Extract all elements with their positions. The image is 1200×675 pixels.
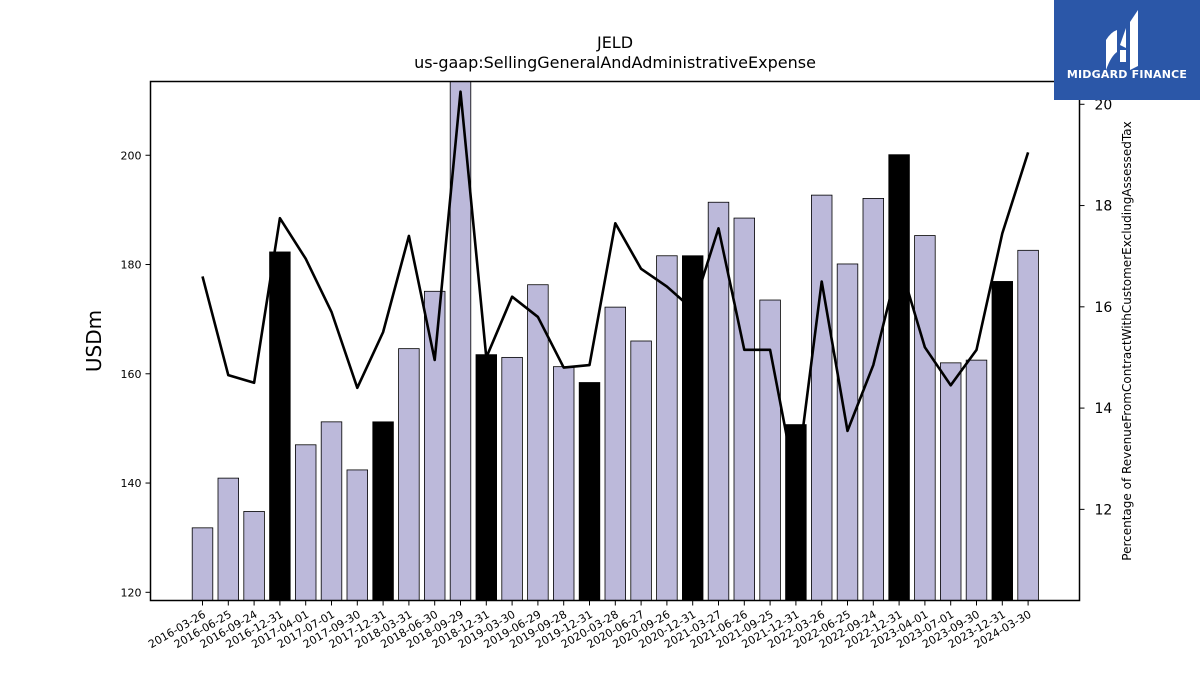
bar bbox=[656, 255, 678, 601]
bar bbox=[965, 359, 988, 601]
logo-text: MIDGARD FINANCE bbox=[1066, 68, 1188, 81]
bar bbox=[914, 235, 936, 601]
bar-highlighted bbox=[475, 354, 498, 601]
bar-series bbox=[191, 81, 1039, 601]
midgard-m-logo-icon bbox=[1106, 10, 1138, 70]
bar-highlighted bbox=[578, 382, 601, 601]
y2-axis-label: Percentage of RevenueFromContractWithCus… bbox=[1120, 121, 1134, 560]
line-path bbox=[201, 90, 1030, 486]
y2-tick-label: 14 bbox=[1095, 401, 1113, 417]
bar bbox=[346, 469, 369, 601]
bar-highlighted bbox=[372, 421, 394, 601]
bar bbox=[553, 366, 575, 601]
y-tick-label: 180 bbox=[121, 259, 142, 272]
y-tick-label: 200 bbox=[121, 149, 142, 162]
bar bbox=[604, 306, 627, 601]
y2-tick-label: 20 bbox=[1095, 97, 1113, 113]
bar bbox=[398, 348, 420, 601]
bar bbox=[423, 290, 446, 601]
y-tick-label: 160 bbox=[121, 368, 142, 381]
bar bbox=[243, 511, 265, 601]
y-tick-label: 140 bbox=[121, 477, 142, 490]
bar bbox=[294, 444, 317, 601]
y-axis-label: USDm bbox=[82, 310, 106, 372]
bar bbox=[759, 299, 781, 601]
bar-highlighted bbox=[269, 251, 291, 601]
chart-subtitle: us-gaap:SellingGeneralAndAdministrativeE… bbox=[414, 53, 816, 72]
bar bbox=[733, 217, 756, 601]
bar bbox=[862, 198, 885, 601]
bar bbox=[217, 477, 240, 601]
y2-tick-label: 18 bbox=[1095, 199, 1113, 215]
bar bbox=[630, 340, 652, 601]
logo-badge: MIDGARD FINANCE bbox=[1054, 0, 1200, 100]
bar-highlighted bbox=[991, 281, 1014, 601]
left-axis-ticks: 120 140 160 180 200 bbox=[121, 149, 151, 599]
y-tick-label: 120 bbox=[121, 586, 142, 599]
bar bbox=[320, 421, 343, 601]
bar bbox=[1017, 249, 1039, 601]
y2-tick-label: 16 bbox=[1095, 300, 1113, 316]
bar bbox=[191, 527, 214, 601]
bar bbox=[501, 356, 523, 601]
bar bbox=[811, 194, 833, 601]
line-series bbox=[201, 90, 1030, 486]
right-axis-ticks: 12 14 16 18 20 bbox=[1079, 97, 1113, 518]
bar bbox=[836, 263, 859, 601]
bar-highlighted bbox=[888, 154, 910, 601]
x-axis-ticks: 2016-03-262016-06-252016-09-242016-12-31… bbox=[146, 600, 1034, 651]
bar bbox=[940, 362, 962, 601]
y2-tick-label: 12 bbox=[1095, 502, 1113, 518]
chart-title: JELD bbox=[596, 33, 633, 52]
